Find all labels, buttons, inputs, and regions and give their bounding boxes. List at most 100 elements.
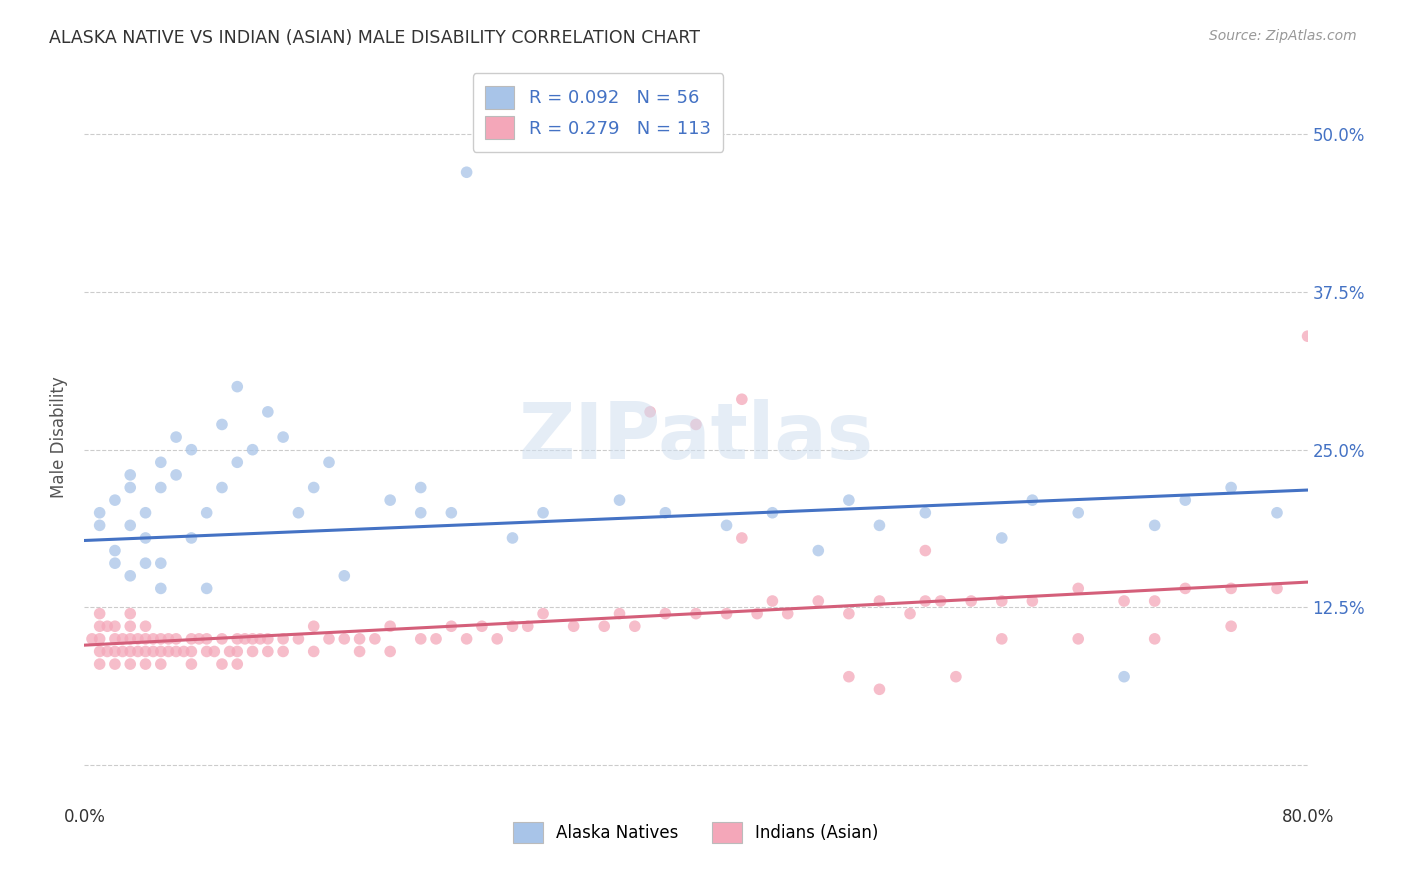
Point bbox=[89, 644, 111, 658]
Point bbox=[111, 644, 134, 658]
Point bbox=[104, 543, 127, 558]
Point bbox=[142, 632, 165, 646]
Point bbox=[502, 619, 524, 633]
Point bbox=[562, 619, 585, 633]
Point bbox=[135, 657, 157, 671]
Point bbox=[1021, 493, 1043, 508]
Point bbox=[226, 455, 249, 469]
Point bbox=[149, 582, 172, 596]
Point bbox=[96, 619, 118, 633]
Legend: Alaska Natives, Indians (Asian): Alaska Natives, Indians (Asian) bbox=[506, 815, 886, 849]
Point bbox=[1114, 594, 1136, 608]
Point bbox=[211, 632, 233, 646]
Point bbox=[609, 493, 631, 508]
Point bbox=[531, 506, 554, 520]
Point bbox=[89, 619, 111, 633]
Point bbox=[211, 657, 233, 671]
Point bbox=[89, 607, 111, 621]
Point bbox=[914, 506, 936, 520]
Point bbox=[195, 582, 218, 596]
Point bbox=[838, 670, 860, 684]
Point bbox=[1220, 619, 1243, 633]
Point bbox=[257, 644, 280, 658]
Point bbox=[149, 644, 172, 658]
Point bbox=[776, 607, 799, 621]
Point bbox=[1174, 582, 1197, 596]
Point bbox=[89, 657, 111, 671]
Point bbox=[654, 506, 676, 520]
Point bbox=[593, 619, 616, 633]
Point bbox=[120, 632, 142, 646]
Point bbox=[869, 594, 891, 608]
Point bbox=[226, 632, 249, 646]
Point bbox=[287, 632, 309, 646]
Point bbox=[945, 670, 967, 684]
Text: ALASKA NATIVE VS INDIAN (ASIAN) MALE DISABILITY CORRELATION CHART: ALASKA NATIVE VS INDIAN (ASIAN) MALE DIS… bbox=[49, 29, 700, 46]
Point bbox=[349, 632, 371, 646]
Point bbox=[716, 607, 738, 621]
Point bbox=[409, 632, 432, 646]
Point bbox=[157, 632, 180, 646]
Point bbox=[302, 619, 325, 633]
Point bbox=[104, 556, 127, 570]
Point bbox=[516, 619, 538, 633]
Point bbox=[271, 632, 294, 646]
Point bbox=[104, 493, 127, 508]
Point bbox=[1067, 506, 1090, 520]
Point bbox=[218, 644, 240, 658]
Point bbox=[157, 644, 180, 658]
Point bbox=[1220, 481, 1243, 495]
Point bbox=[1220, 582, 1243, 596]
Point bbox=[165, 467, 187, 482]
Point bbox=[624, 619, 647, 633]
Point bbox=[89, 632, 111, 646]
Point bbox=[127, 644, 149, 658]
Point bbox=[502, 531, 524, 545]
Point bbox=[165, 644, 187, 658]
Point bbox=[1265, 506, 1288, 520]
Point bbox=[135, 644, 157, 658]
Point bbox=[135, 506, 157, 520]
Point bbox=[165, 632, 187, 646]
Point bbox=[89, 518, 111, 533]
Point bbox=[409, 506, 432, 520]
Point bbox=[898, 607, 921, 621]
Point bbox=[869, 682, 891, 697]
Point bbox=[1265, 582, 1288, 596]
Point bbox=[364, 632, 387, 646]
Point bbox=[120, 607, 142, 621]
Point bbox=[180, 644, 202, 658]
Point bbox=[425, 632, 447, 646]
Point bbox=[731, 531, 754, 545]
Point bbox=[242, 632, 264, 646]
Point bbox=[1296, 329, 1319, 343]
Point bbox=[242, 644, 264, 658]
Point bbox=[195, 506, 218, 520]
Point bbox=[761, 594, 783, 608]
Point bbox=[1143, 632, 1166, 646]
Point bbox=[1174, 493, 1197, 508]
Point bbox=[991, 594, 1014, 608]
Point bbox=[349, 644, 371, 658]
Point bbox=[333, 632, 356, 646]
Point bbox=[960, 594, 983, 608]
Point bbox=[180, 442, 202, 457]
Point bbox=[991, 531, 1014, 545]
Point bbox=[104, 657, 127, 671]
Point bbox=[654, 607, 676, 621]
Point bbox=[104, 644, 127, 658]
Point bbox=[120, 481, 142, 495]
Point bbox=[257, 632, 280, 646]
Point bbox=[456, 632, 478, 646]
Point bbox=[271, 430, 294, 444]
Point bbox=[120, 657, 142, 671]
Point bbox=[202, 644, 225, 658]
Point bbox=[96, 644, 118, 658]
Point bbox=[120, 518, 142, 533]
Point bbox=[211, 417, 233, 432]
Point bbox=[149, 556, 172, 570]
Point bbox=[271, 644, 294, 658]
Point bbox=[929, 594, 952, 608]
Point bbox=[257, 405, 280, 419]
Point bbox=[914, 543, 936, 558]
